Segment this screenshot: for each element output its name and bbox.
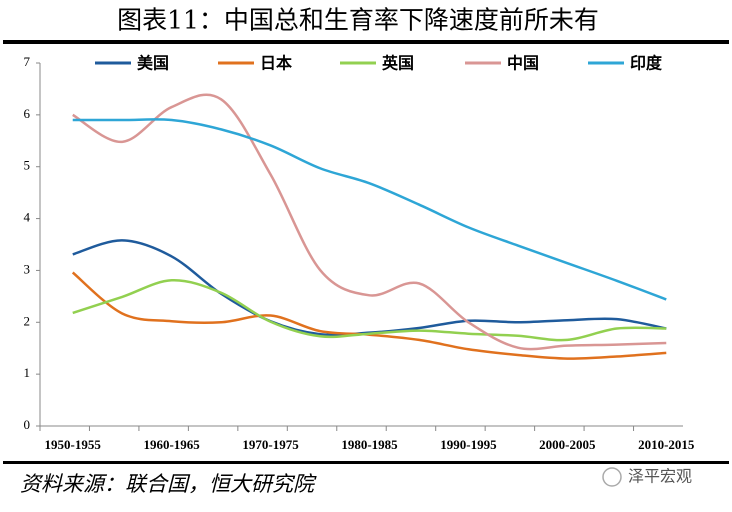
legend-label: 美国 (137, 54, 169, 73)
y-tick-label: 7 (24, 54, 31, 69)
x-tick-label: 2000-2005 (539, 437, 596, 452)
series-line (72, 279, 667, 342)
legend-label: 日本 (260, 54, 292, 73)
y-tick-label: 2 (24, 313, 31, 328)
x-tick-label: 1990-1995 (440, 437, 497, 452)
y-tick-label: 4 (24, 210, 31, 225)
y-tick-label: 5 (24, 158, 31, 173)
legend-label: 中国 (507, 54, 539, 73)
x-tick-label: 1970-1975 (242, 437, 299, 452)
source: 资料来源：联合国，恒大研究院 (20, 472, 317, 496)
y-tick-label: 1 (24, 365, 31, 380)
legend-label: 英国 (381, 54, 414, 73)
series-line (72, 118, 667, 301)
y-tick-label: 0 (24, 417, 31, 432)
x-tick-label: 2010-2015 (638, 437, 695, 452)
watermark-icon (602, 467, 622, 487)
watermark: 泽平宏观 (628, 467, 692, 486)
series-line (72, 93, 667, 351)
x-tick-label: 1960-1965 (143, 437, 200, 452)
x-tick-label: 1980-1985 (341, 437, 398, 452)
y-tick-label: 3 (24, 261, 31, 276)
title-rule (3, 40, 729, 44)
footer-rule (3, 461, 729, 464)
legend-label: 印度 (630, 54, 663, 73)
title: 图表11：中国总和生育率下降速度前所未有 (117, 6, 599, 35)
x-tick-label: 1950-1955 (45, 437, 102, 452)
y-tick-label: 6 (24, 106, 31, 121)
